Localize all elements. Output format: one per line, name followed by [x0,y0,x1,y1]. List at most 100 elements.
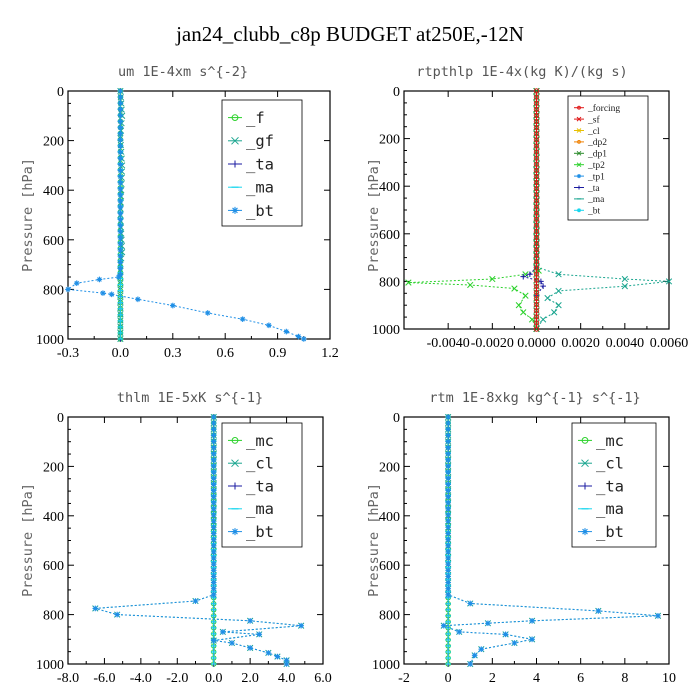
data-point_bt [274,653,281,660]
data-point_bt [445,579,451,586]
x-tick-label: -6.0 [93,671,115,686]
data-point_bt [210,549,217,555]
data-point_bt [445,549,451,555]
data-point_forcing [533,149,540,155]
data-point_forcing [533,161,540,167]
x-tick-label: 0.0 [205,671,223,686]
x-tick-label: 0.3 [164,346,182,361]
legend-marker [577,185,581,190]
data-point_bt [117,131,124,137]
data-point_forcing [533,124,540,131]
data-point_tp2 [515,302,522,309]
legend-marker [576,128,582,133]
y-tick-label: 0 [393,411,400,426]
data-point_bt [445,481,451,488]
data-point_bt [117,149,124,155]
data-point_forcing [533,204,540,210]
data-point_forcing [533,234,540,241]
data-point_bt [445,524,451,531]
data-point_bt [445,426,451,433]
legend-label: _bt [587,207,601,217]
legend-marker [576,116,582,122]
data-point_bt [117,137,124,143]
data-point_bt [117,247,124,253]
legend-marker [577,140,581,144]
y-tick-label: 600 [43,234,64,249]
x-tick-label: -0.0020 [471,336,514,351]
data-point_bt [210,500,217,506]
data-point_bt [170,302,176,309]
data-point_tp1 [555,271,562,278]
data-point_bt [210,438,217,445]
y-tick-label: 1000 [36,333,64,348]
y-tick-label: 200 [43,460,64,475]
series_tp2 [405,87,542,333]
legend-marker [577,105,581,110]
legend-label: _ma [246,500,274,518]
data-point_bt [456,629,463,635]
legend-marker [231,528,239,536]
x-tick-label: 6.0 [314,671,332,686]
data-point_tp1 [555,287,562,295]
data-point_bt [117,198,124,204]
x-tick-label: 0.0060 [650,336,689,351]
data-point_bt [117,216,124,223]
data-point_forcing [533,307,540,314]
data-point_forcing [533,106,540,113]
data-point_forcing [533,253,540,259]
data-point_bt [204,310,211,316]
data-point_bt [467,600,474,607]
data-point_forcing [533,118,540,125]
data-point_bt [256,631,263,638]
data-point_bt [210,457,217,463]
data-point_bt [283,661,290,667]
data-point_bt [445,450,451,457]
data-point_bt [210,524,217,531]
data-point_forcing [533,179,540,186]
y-tick-label: 200 [379,133,400,148]
legend-label: _ma [246,179,274,197]
legend-label: _f [246,109,265,127]
data-point_forcing [533,289,540,296]
data-point_bt [117,241,124,247]
data-point_bt [529,636,535,643]
data-point_bt [445,512,451,518]
data-point_bt [445,500,451,506]
y-tick-label: 800 [43,283,64,298]
data-point_bt [445,463,451,469]
y-tick-label: 600 [43,559,64,574]
data-point_bt [301,336,307,342]
legend: _mc _cl _ta _ma _bt [571,422,657,548]
data-point_bt [445,493,451,500]
data-point_tp1 [621,275,628,283]
data-point_forcing [533,173,540,180]
legend-marker [231,136,239,145]
data-point_bt [108,291,115,298]
series-line_bt [95,417,302,664]
legend-label: _bt [596,523,624,541]
data-point_forcing [533,137,540,143]
data-point_forcing [533,265,540,271]
data-point_forcing [533,271,540,277]
y-tick-label: 1000 [372,658,400,673]
y-tick-label: 0 [57,85,64,100]
legend-label: _ta [596,477,624,495]
data-point_bt [117,210,124,217]
data-point_bt [485,620,491,627]
legend-marker [581,459,589,468]
data-point_tp2 [467,281,474,289]
data-point_tp1 [555,302,562,309]
data-point_forcing [533,143,540,149]
legend-marker [231,114,239,121]
data-point_bt [266,322,272,329]
data-point_bt [117,265,124,272]
data-point_forcing [533,295,540,302]
legend-label: _bt [246,523,274,541]
data-point_bt [247,617,253,624]
data-point_bt [445,573,451,580]
data-point_bt [210,432,217,439]
data-point_forcing [533,283,540,289]
legend-marker [231,482,239,490]
x-tick-label: 8 [621,671,628,686]
data-point_bt [445,444,451,451]
